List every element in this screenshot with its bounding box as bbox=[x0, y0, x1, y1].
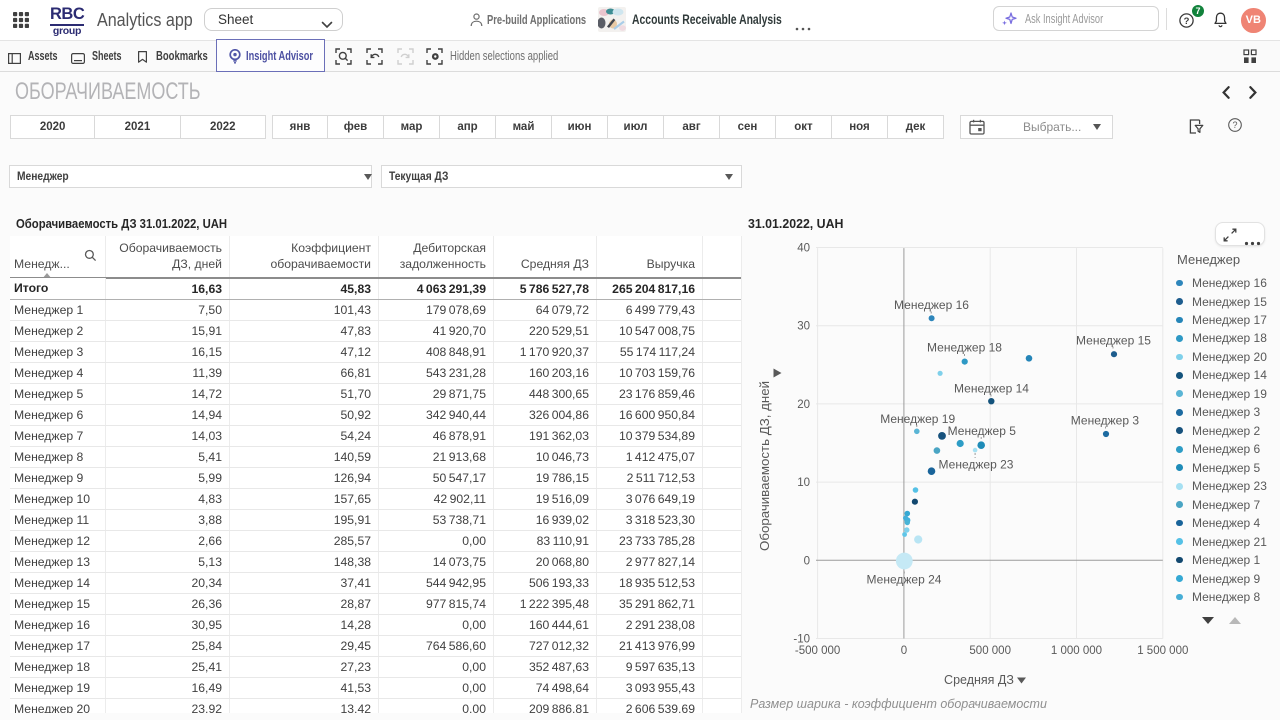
svg-text:20: 20 bbox=[797, 399, 810, 411]
svg-text:Менеджер 14: Менеджер 14 bbox=[954, 382, 1029, 396]
svg-text:?: ? bbox=[1184, 16, 1190, 27]
svg-text:-10: -10 bbox=[793, 634, 810, 646]
svg-text:Менеджер 18: Менеджер 18 bbox=[927, 341, 1002, 355]
svg-text:10: 10 bbox=[797, 477, 810, 489]
svg-text:Средняя ДЗ: Средняя ДЗ bbox=[944, 673, 1014, 687]
svg-text:0: 0 bbox=[901, 645, 907, 657]
svg-text:Менеджер 16: Менеджер 16 bbox=[894, 298, 969, 312]
svg-text:0: 0 bbox=[804, 555, 810, 567]
svg-text:Менеджер 5: Менеджер 5 bbox=[948, 424, 1017, 438]
svg-text:30: 30 bbox=[797, 321, 810, 333]
svg-text:1 500 000: 1 500 000 bbox=[1137, 645, 1188, 657]
svg-text:Менеджер 15: Менеджер 15 bbox=[1076, 334, 1151, 348]
svg-text:Менеджер 3: Менеджер 3 bbox=[1071, 414, 1140, 428]
svg-text:500 000: 500 000 bbox=[969, 645, 1011, 657]
svg-text:1 000 000: 1 000 000 bbox=[1051, 645, 1102, 657]
svg-text:-500 000: -500 000 bbox=[795, 645, 840, 657]
svg-text:40: 40 bbox=[797, 243, 810, 255]
svg-text:?: ? bbox=[1232, 120, 1237, 130]
svg-text:Оборачиваемость ДЗ, дней: Оборачиваемость ДЗ, дней bbox=[757, 381, 772, 551]
svg-text:Менеджер 24: Менеджер 24 bbox=[867, 573, 942, 587]
svg-text:Менеджер 23: Менеджер 23 bbox=[939, 458, 1014, 472]
svg-text:Менеджер 19: Менеджер 19 bbox=[880, 412, 955, 426]
